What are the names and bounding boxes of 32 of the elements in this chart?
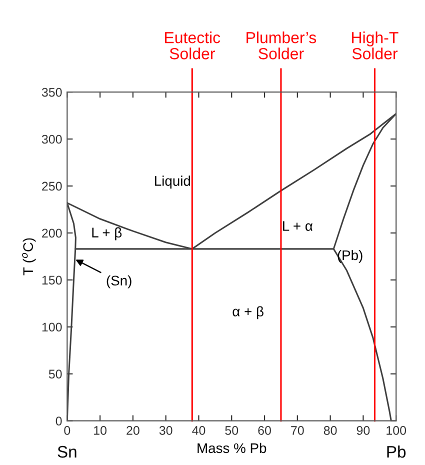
x-tick-label: 30 [159,426,172,435]
y-tick-label: 0 [56,416,62,426]
x-tick-label: 10 [94,426,107,435]
x-tick-label: 50 [225,426,238,435]
y-tick-label: 200 [42,228,62,238]
annotation: α + β [232,306,264,320]
y-tick-label: 350 [42,88,62,97]
y-tick-label: 100 [42,322,62,332]
x-tick-label: 40 [192,426,206,435]
annotation: Liquid [155,176,190,189]
y-tick-label: 50 [48,370,62,379]
x-tick-label: 100 [386,426,406,435]
y-tick-label: 150 [42,276,62,285]
x-axis-title: Mass % Pb [198,442,266,454]
ref-line-label: Eutectic Solder [165,32,220,60]
text: Pb [387,445,406,458]
x-tick-label: 80 [324,426,337,435]
annotation: (Pb) [338,250,362,263]
x-tick-label: 20 [126,426,140,435]
x-tick-label: 60 [258,426,271,435]
x-tick-label: 0 [64,426,70,435]
annotation: L + α [283,221,313,231]
x-tick-label: 70 [291,426,304,435]
annotation: L + β [92,227,122,240]
x-tick-label: 90 [356,426,370,435]
text: Sn [58,446,76,458]
y-axis-title: T ($^{o}$C) [22,238,36,276]
ref-line-label: High-T Solder [352,32,398,60]
annotation: (Sn) [106,275,132,288]
y-tick-label: 300 [42,134,62,144]
y-tick-label: 250 [42,182,62,191]
ref-line-label: Plumber’s Solder [246,32,316,60]
